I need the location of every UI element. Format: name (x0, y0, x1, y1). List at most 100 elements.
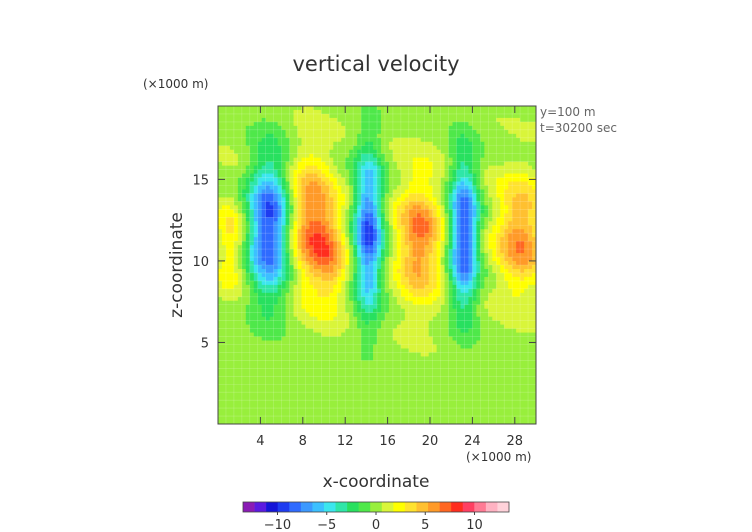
heatmap-cell (353, 145, 358, 151)
heatmap-cell (257, 272, 263, 278)
heatmap-cell (528, 129, 533, 135)
heatmap-cell (373, 332, 378, 338)
heatmap-cell (512, 185, 517, 190)
heatmap-cell (508, 157, 513, 163)
heatmap-cell (337, 137, 342, 143)
heatmap-cell (273, 348, 279, 353)
heatmap-cell (504, 332, 509, 338)
heatmap-cell (400, 221, 406, 226)
heatmap-cell (357, 261, 362, 266)
heatmap-cell (380, 221, 386, 226)
heatmap-cell (408, 217, 414, 222)
heatmap-cell (305, 253, 310, 258)
heatmap-cell (337, 106, 342, 111)
heatmap-cell (416, 320, 422, 326)
heatmap-cell (380, 205, 386, 210)
heatmap-cell (237, 197, 243, 202)
heatmap-cell (365, 304, 370, 310)
heatmap-cell (472, 141, 477, 147)
heatmap-cell (361, 137, 366, 143)
heatmap-cell (245, 197, 251, 202)
heatmap-cell (265, 137, 271, 143)
heatmap-cell (345, 241, 350, 246)
heatmap-cell (289, 288, 295, 294)
heatmap-cell (516, 161, 521, 167)
heatmap-cell (524, 272, 529, 278)
heatmap-cell (237, 276, 243, 282)
heatmap-cell (357, 233, 362, 238)
heatmap-cell (341, 185, 346, 190)
heatmap-cell (480, 181, 485, 186)
heatmap-cell (476, 304, 481, 310)
heatmap-cell (273, 344, 279, 349)
heatmap-cell (432, 113, 438, 119)
heatmap-cell (412, 308, 418, 314)
heatmap-cell (305, 209, 310, 214)
heatmap-cell (472, 288, 477, 294)
heatmap-cell (293, 284, 298, 290)
heatmap-cell (305, 125, 310, 131)
heatmap-cell (273, 221, 279, 226)
heatmap-cell (508, 249, 513, 254)
heatmap-cell (245, 292, 251, 298)
heatmap-cell (392, 332, 398, 338)
heatmap-cell (317, 113, 322, 119)
heatmap-cell (456, 253, 461, 258)
heatmap-cell (241, 348, 247, 353)
heatmap-cell (329, 328, 334, 334)
heatmap-cell (528, 185, 533, 190)
heatmap-cell (281, 141, 287, 147)
heatmap-cell (265, 344, 271, 349)
heatmap-cell (293, 276, 298, 282)
heatmap-cell (345, 217, 350, 222)
heatmap-cell (325, 205, 330, 210)
heatmap-cell (281, 312, 287, 318)
heatmap-cell (504, 316, 509, 322)
heatmap-cell (249, 296, 255, 302)
heatmap-cell (500, 137, 505, 143)
heatmap-cell (333, 117, 338, 123)
heatmap-cell (365, 324, 370, 330)
heatmap-cell (241, 265, 247, 270)
heatmap-cell (345, 197, 350, 202)
heatmap-cell (285, 348, 291, 353)
heatmap-cell (452, 249, 457, 254)
heatmap-cell (329, 133, 334, 139)
heatmap-cell (301, 153, 306, 159)
heatmap-cell (468, 225, 473, 230)
heatmap-cell (269, 169, 275, 175)
heatmap-cell (249, 133, 255, 139)
heatmap-cell (392, 280, 398, 286)
heatmap-cell (420, 221, 426, 226)
heatmap-cell (353, 225, 358, 230)
heatmap-cell (472, 268, 477, 274)
heatmap-cell (341, 181, 346, 186)
heatmap-cell (408, 141, 414, 147)
heatmap-cell (377, 181, 382, 186)
heatmap-cell (512, 348, 517, 353)
heatmap-cell (388, 149, 394, 155)
heatmap-cell (512, 117, 517, 123)
heatmap-cell (488, 300, 493, 306)
heatmap-cell (225, 173, 231, 179)
heatmap-cell (412, 141, 418, 147)
heatmap-cell (448, 257, 454, 262)
heatmap-cell (432, 300, 438, 306)
heatmap-cell (404, 225, 410, 230)
heatmap-cell (520, 308, 525, 314)
heatmap-cell (512, 193, 517, 198)
heatmap-cell (321, 113, 326, 119)
heatmap-cell (261, 153, 267, 159)
heatmap-cell (301, 276, 306, 282)
heatmap-cell (424, 292, 430, 298)
heatmap-cell (464, 265, 469, 270)
heatmap-cell (452, 340, 457, 345)
heatmap-cell (261, 288, 267, 294)
heatmap-cell (349, 185, 354, 190)
heatmap-cell (420, 336, 426, 342)
heatmap-cell (218, 268, 223, 274)
heatmap-cell (225, 117, 231, 123)
heatmap-cell (333, 113, 338, 119)
heatmap-cell (472, 324, 477, 330)
heatmap-cell (357, 177, 362, 183)
